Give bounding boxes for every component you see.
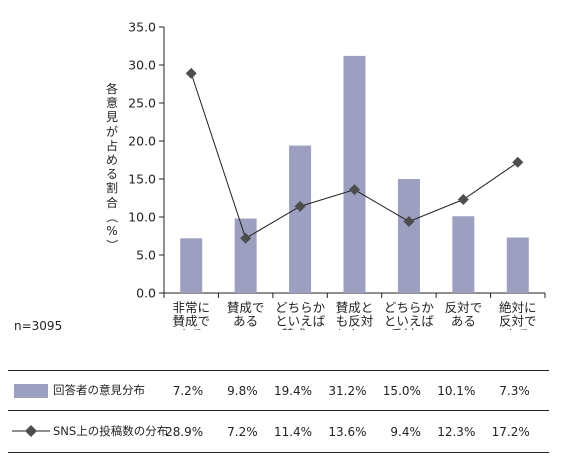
y-axis-label-char: % (106, 224, 118, 239)
plot-area: 0.05.010.015.020.025.030.035.0非常に賛成である賛成… (128, 20, 546, 330)
table-cell-value: 7.3% (499, 384, 530, 398)
table-cell-value: 12.3% (437, 425, 476, 439)
y-tick-label: 25.0 (128, 96, 156, 111)
table-rule-bottom (8, 452, 549, 453)
table-cell-value: 7.2% (227, 425, 258, 439)
y-axis-label-char: 各 (105, 82, 118, 96)
y-tick-label: 20.0 (128, 134, 156, 149)
legend-line-swatch (12, 425, 50, 437)
x-category-label: 賛成とも反対ともいえない (336, 300, 374, 330)
y-tick-label: 15.0 (128, 172, 156, 187)
table-cell-value: 11.4% (273, 425, 313, 439)
x-category-label: 反対である (445, 300, 483, 329)
y-axis-label-char: 意 (105, 96, 118, 111)
line-point-marker (403, 216, 415, 228)
y-axis-label-char: め (105, 153, 118, 168)
line-point-marker (349, 184, 360, 196)
table-cell-value: 31.2% (328, 384, 367, 398)
bar (452, 216, 475, 293)
x-category-label: 絶対に反対である (499, 300, 537, 330)
y-axis-label-char: が (105, 124, 118, 139)
y-axis-label-char: ） (105, 239, 120, 252)
table-cell-value: 28.9% (165, 425, 204, 439)
y-axis-label-char: る (105, 167, 118, 182)
bar (343, 55, 366, 293)
y-tick-label: 35.0 (128, 20, 156, 35)
y-axis-label-char: 占 (105, 138, 118, 153)
bar (397, 179, 420, 293)
y-axis-label: 各意見が占める割合（%） (103, 82, 121, 252)
line-point-marker (240, 232, 252, 244)
bar (180, 238, 203, 293)
x-category-label: どちらかといえば賛成である (275, 300, 326, 330)
y-axis-label-char: （ (105, 210, 120, 223)
line-point-marker (185, 67, 197, 79)
table-cell-value: 7.2% (172, 384, 204, 398)
sample-size: n=3095 (14, 319, 63, 333)
table-rule-middle (8, 410, 549, 411)
legend-label-respondents: 回答者の意見分布 (53, 383, 145, 397)
x-category-label: 賛成である (227, 300, 265, 329)
table-rule-top (8, 370, 549, 371)
table-cell-value: 19.4% (273, 384, 313, 398)
bar (234, 218, 257, 293)
table-cell-value: 17.2% (491, 425, 530, 439)
bar (289, 145, 312, 293)
y-axis-label-char: 見 (105, 110, 118, 125)
table-cell-value: 15.0% (382, 384, 421, 398)
table-cell-value: 9.4% (390, 425, 421, 439)
x-category-label: 非常に賛成である (172, 300, 210, 330)
legend-label-sns-posts: SNS上の投稿数の分布 (53, 424, 169, 438)
y-axis-label-char: 合 (105, 195, 118, 210)
y-axis-label-char: 割 (105, 181, 118, 196)
line-point-marker (294, 200, 306, 212)
y-tick-label: 5.0 (136, 248, 156, 263)
table-cell-value: 10.1% (437, 384, 476, 398)
table-cell-value: 9.8% (227, 384, 258, 398)
bar (506, 237, 529, 293)
legend-bar-swatch (14, 384, 48, 398)
y-tick-label: 0.0 (136, 286, 156, 301)
table-cell-value: 13.6% (328, 425, 367, 439)
y-tick-label: 10.0 (128, 210, 156, 225)
line-point-marker (512, 156, 524, 168)
y-tick-label: 30.0 (128, 58, 156, 73)
line-point-marker (457, 194, 469, 206)
